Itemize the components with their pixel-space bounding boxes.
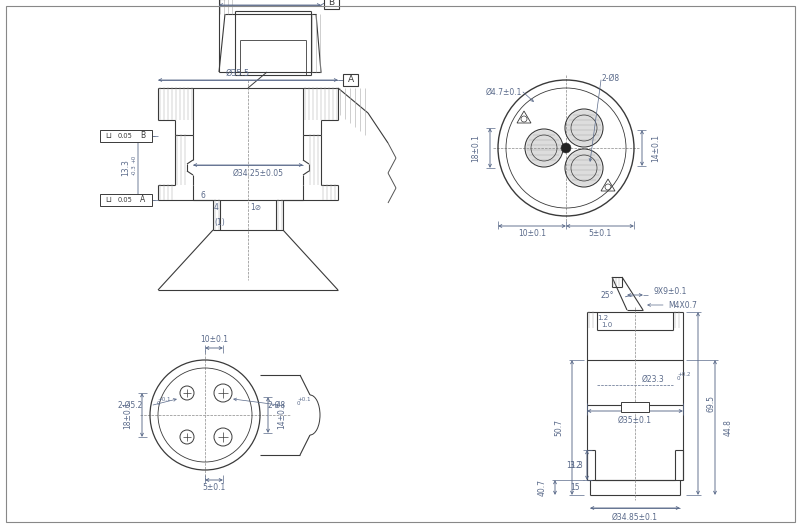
Text: 2-Ø5.2: 2-Ø5.2 [117, 401, 143, 410]
Bar [100, 130, 152, 142]
Text: Ø25.5: Ø25.5 [251, 0, 273, 2]
Text: 13.3: 13.3 [122, 159, 131, 176]
Text: A: A [140, 195, 146, 204]
Text: +0.1: +0.1 [157, 397, 171, 402]
Text: 3.2: 3.2 [569, 460, 581, 469]
Text: 1⊘: 1⊘ [251, 203, 262, 212]
Circle shape [566, 150, 602, 186]
Text: 2-Ø8: 2-Ø8 [268, 401, 286, 410]
Text: 6: 6 [200, 192, 205, 201]
Text: 0: 0 [677, 376, 681, 381]
Text: B: B [328, 0, 335, 7]
Text: 15: 15 [570, 484, 580, 493]
Text: 40.7: 40.7 [537, 479, 546, 496]
Text: 4: 4 [214, 203, 219, 212]
Circle shape [526, 130, 562, 166]
Text: 10±0.1: 10±0.1 [518, 230, 546, 239]
Text: 44.8: 44.8 [723, 419, 732, 436]
Text: -0.3: -0.3 [131, 164, 136, 175]
FancyBboxPatch shape [343, 74, 358, 86]
Text: Ø23.3: Ø23.3 [642, 374, 664, 383]
Text: 0.05: 0.05 [118, 197, 132, 203]
Circle shape [566, 110, 602, 146]
Text: 14±0.1: 14±0.1 [277, 401, 287, 429]
Text: 2-Ø8: 2-Ø8 [602, 73, 620, 82]
Text: 18±0.1: 18±0.1 [472, 134, 481, 162]
Bar [100, 194, 152, 206]
Text: Ø4.7±0.1: Ø4.7±0.1 [486, 88, 522, 97]
Text: 11.3: 11.3 [566, 460, 583, 469]
FancyBboxPatch shape [324, 0, 339, 9]
Text: Ø34.85±0.1: Ø34.85±0.1 [612, 513, 658, 522]
Text: 10±0.1: 10±0.1 [200, 335, 228, 344]
Text: 5±0.1: 5±0.1 [203, 484, 226, 493]
Text: 50.7: 50.7 [554, 419, 563, 436]
Text: 0.05: 0.05 [118, 133, 132, 139]
Text: A: A [348, 76, 353, 84]
Text: M4X0.7: M4X0.7 [669, 300, 698, 309]
Text: 69.5: 69.5 [706, 395, 715, 412]
Text: 0: 0 [157, 401, 160, 406]
Text: 1.0: 1.0 [602, 322, 613, 328]
Text: ⊔: ⊔ [105, 195, 111, 204]
Bar [621, 402, 649, 412]
Text: +0.1: +0.1 [297, 397, 311, 402]
Text: +0.2: +0.2 [677, 372, 690, 377]
Text: 9X9±0.1: 9X9±0.1 [654, 288, 686, 297]
Text: Ø35.5: Ø35.5 [226, 69, 250, 78]
Text: +0: +0 [131, 155, 136, 163]
Text: 14±0.1: 14±0.1 [651, 134, 661, 162]
Text: 18±0.1: 18±0.1 [123, 401, 132, 429]
Text: (1): (1) [215, 218, 225, 227]
Text: Ø35±0.1: Ø35±0.1 [618, 416, 652, 425]
Text: 5±0.1: 5±0.1 [589, 230, 612, 239]
Text: 25°: 25° [600, 290, 614, 299]
Circle shape [561, 143, 571, 153]
Text: B: B [140, 131, 146, 140]
Text: 1.2: 1.2 [598, 315, 609, 321]
Text: ⊔: ⊔ [105, 131, 111, 140]
Text: Ø34.25±0.05: Ø34.25±0.05 [232, 168, 284, 177]
Text: 0: 0 [297, 401, 300, 406]
